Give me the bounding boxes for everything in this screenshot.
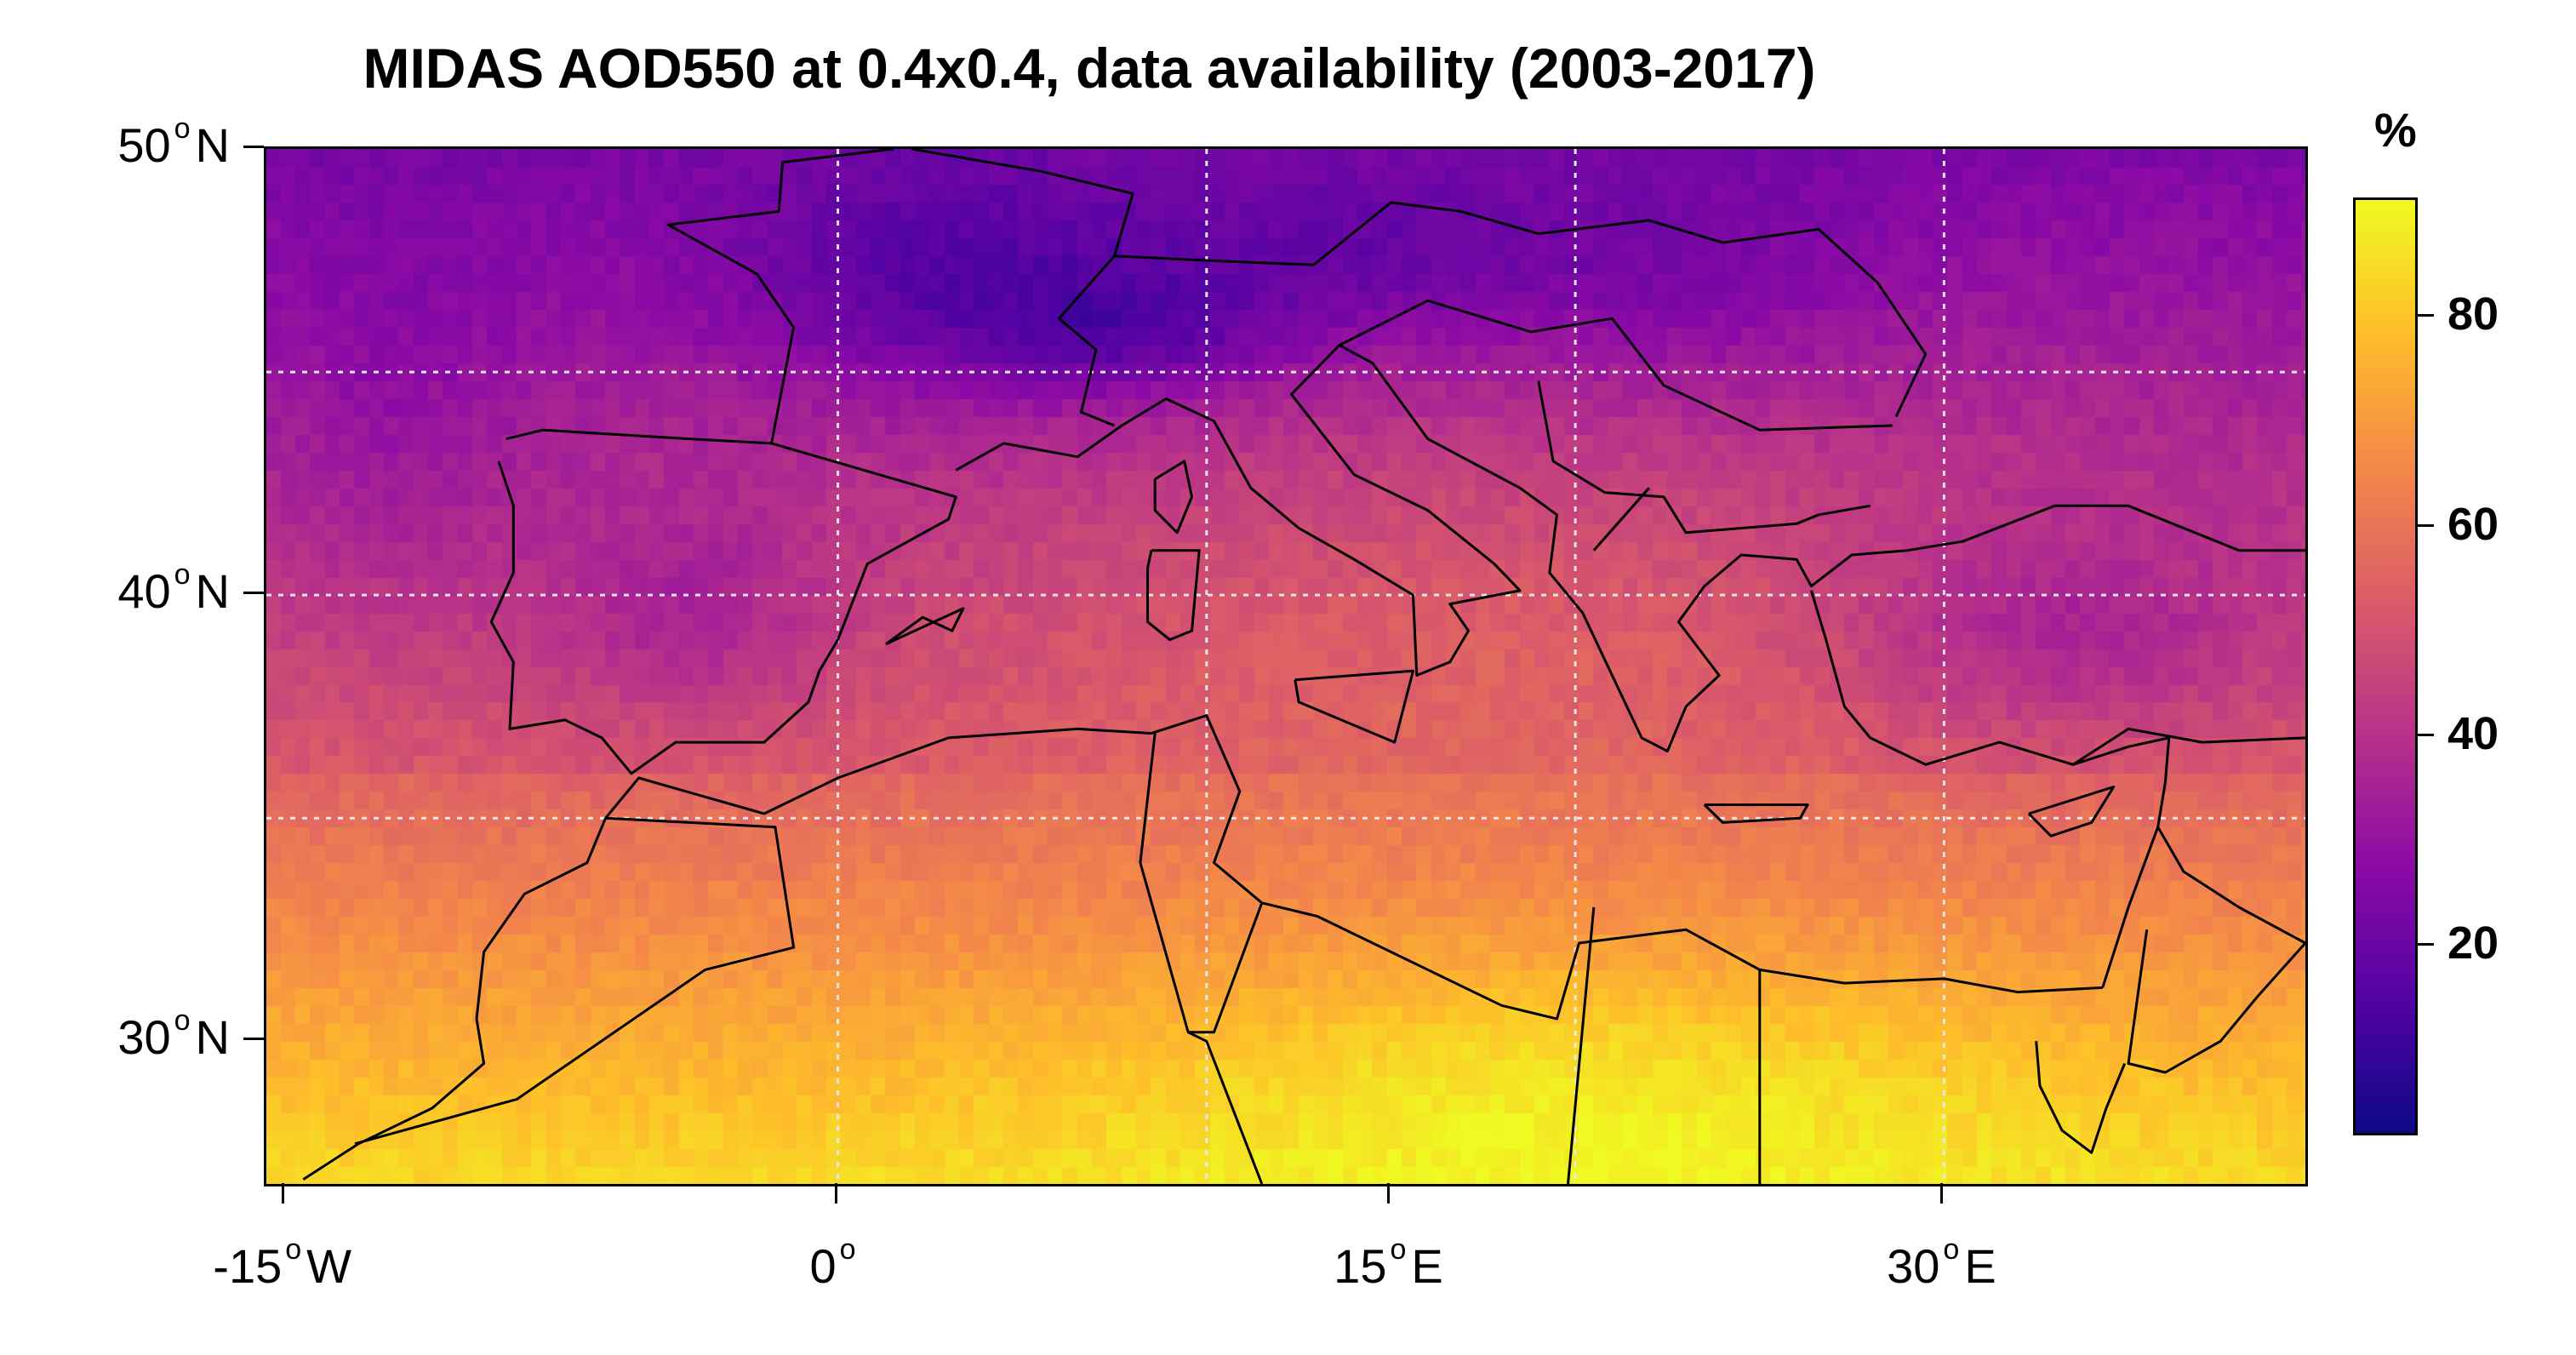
colorbar-tick-label: 20 <box>2447 918 2499 969</box>
colorbar-tick <box>2415 943 2434 946</box>
coastline <box>489 428 957 775</box>
colorbar-tick <box>2415 314 2434 317</box>
y-tick <box>243 146 264 148</box>
availability-raster <box>266 149 2305 1184</box>
colorbar-tick-label: 40 <box>2447 708 2499 760</box>
colorbar-unit: % <box>2374 103 2417 157</box>
y-tick <box>243 1038 264 1041</box>
x-tick <box>834 1183 837 1203</box>
map-panel <box>264 146 2308 1186</box>
coastline <box>1339 299 1893 432</box>
coastline <box>1114 201 1928 418</box>
coastline <box>2156 826 2305 945</box>
coastline <box>1139 733 1264 1184</box>
x-tick-label: -15 o W <box>213 1233 352 1293</box>
coastline <box>1592 487 1650 552</box>
colorbar-tick-label: 80 <box>2447 289 2499 340</box>
y-tick-label: 30 o N <box>117 1004 230 1065</box>
x-tick <box>1387 1183 1391 1203</box>
x-tick-label: 30 o E <box>1887 1233 1996 1293</box>
colorbar <box>2353 197 2418 1135</box>
coastline <box>1703 803 1809 824</box>
coastline <box>955 344 2305 753</box>
x-tick <box>281 1183 284 1203</box>
coastline <box>666 149 894 444</box>
coastline <box>354 816 796 1146</box>
coastline <box>1567 906 1596 1184</box>
map-overlay <box>266 149 2305 1184</box>
coastline <box>2127 929 2305 1074</box>
coastline <box>2027 786 2116 838</box>
y-tick-label: 40 o N <box>117 558 230 619</box>
colorbar-tick-label: 60 <box>2447 498 2499 550</box>
coastline <box>1146 549 1201 642</box>
coastline <box>1153 460 1193 535</box>
coastline <box>2072 727 2305 766</box>
coastline <box>1188 902 1264 1034</box>
coastline <box>2035 1041 2127 1154</box>
y-tick <box>243 592 264 595</box>
coastline <box>1294 669 1414 744</box>
coastline <box>1537 380 1871 535</box>
coastline <box>302 714 2103 1181</box>
y-tick-label: 50 o N <box>117 112 230 172</box>
coastline <box>911 149 1134 427</box>
page-title: MIDAS AOD550 at 0.4x0.4, data availabili… <box>363 37 1816 100</box>
coastline <box>1809 590 2171 988</box>
colorbar-tick <box>2415 734 2434 737</box>
x-tick-label: 15 o E <box>1334 1233 1443 1293</box>
x-tick <box>1940 1183 1944 1203</box>
coastline <box>885 607 965 646</box>
colorbar-tick <box>2415 523 2434 527</box>
